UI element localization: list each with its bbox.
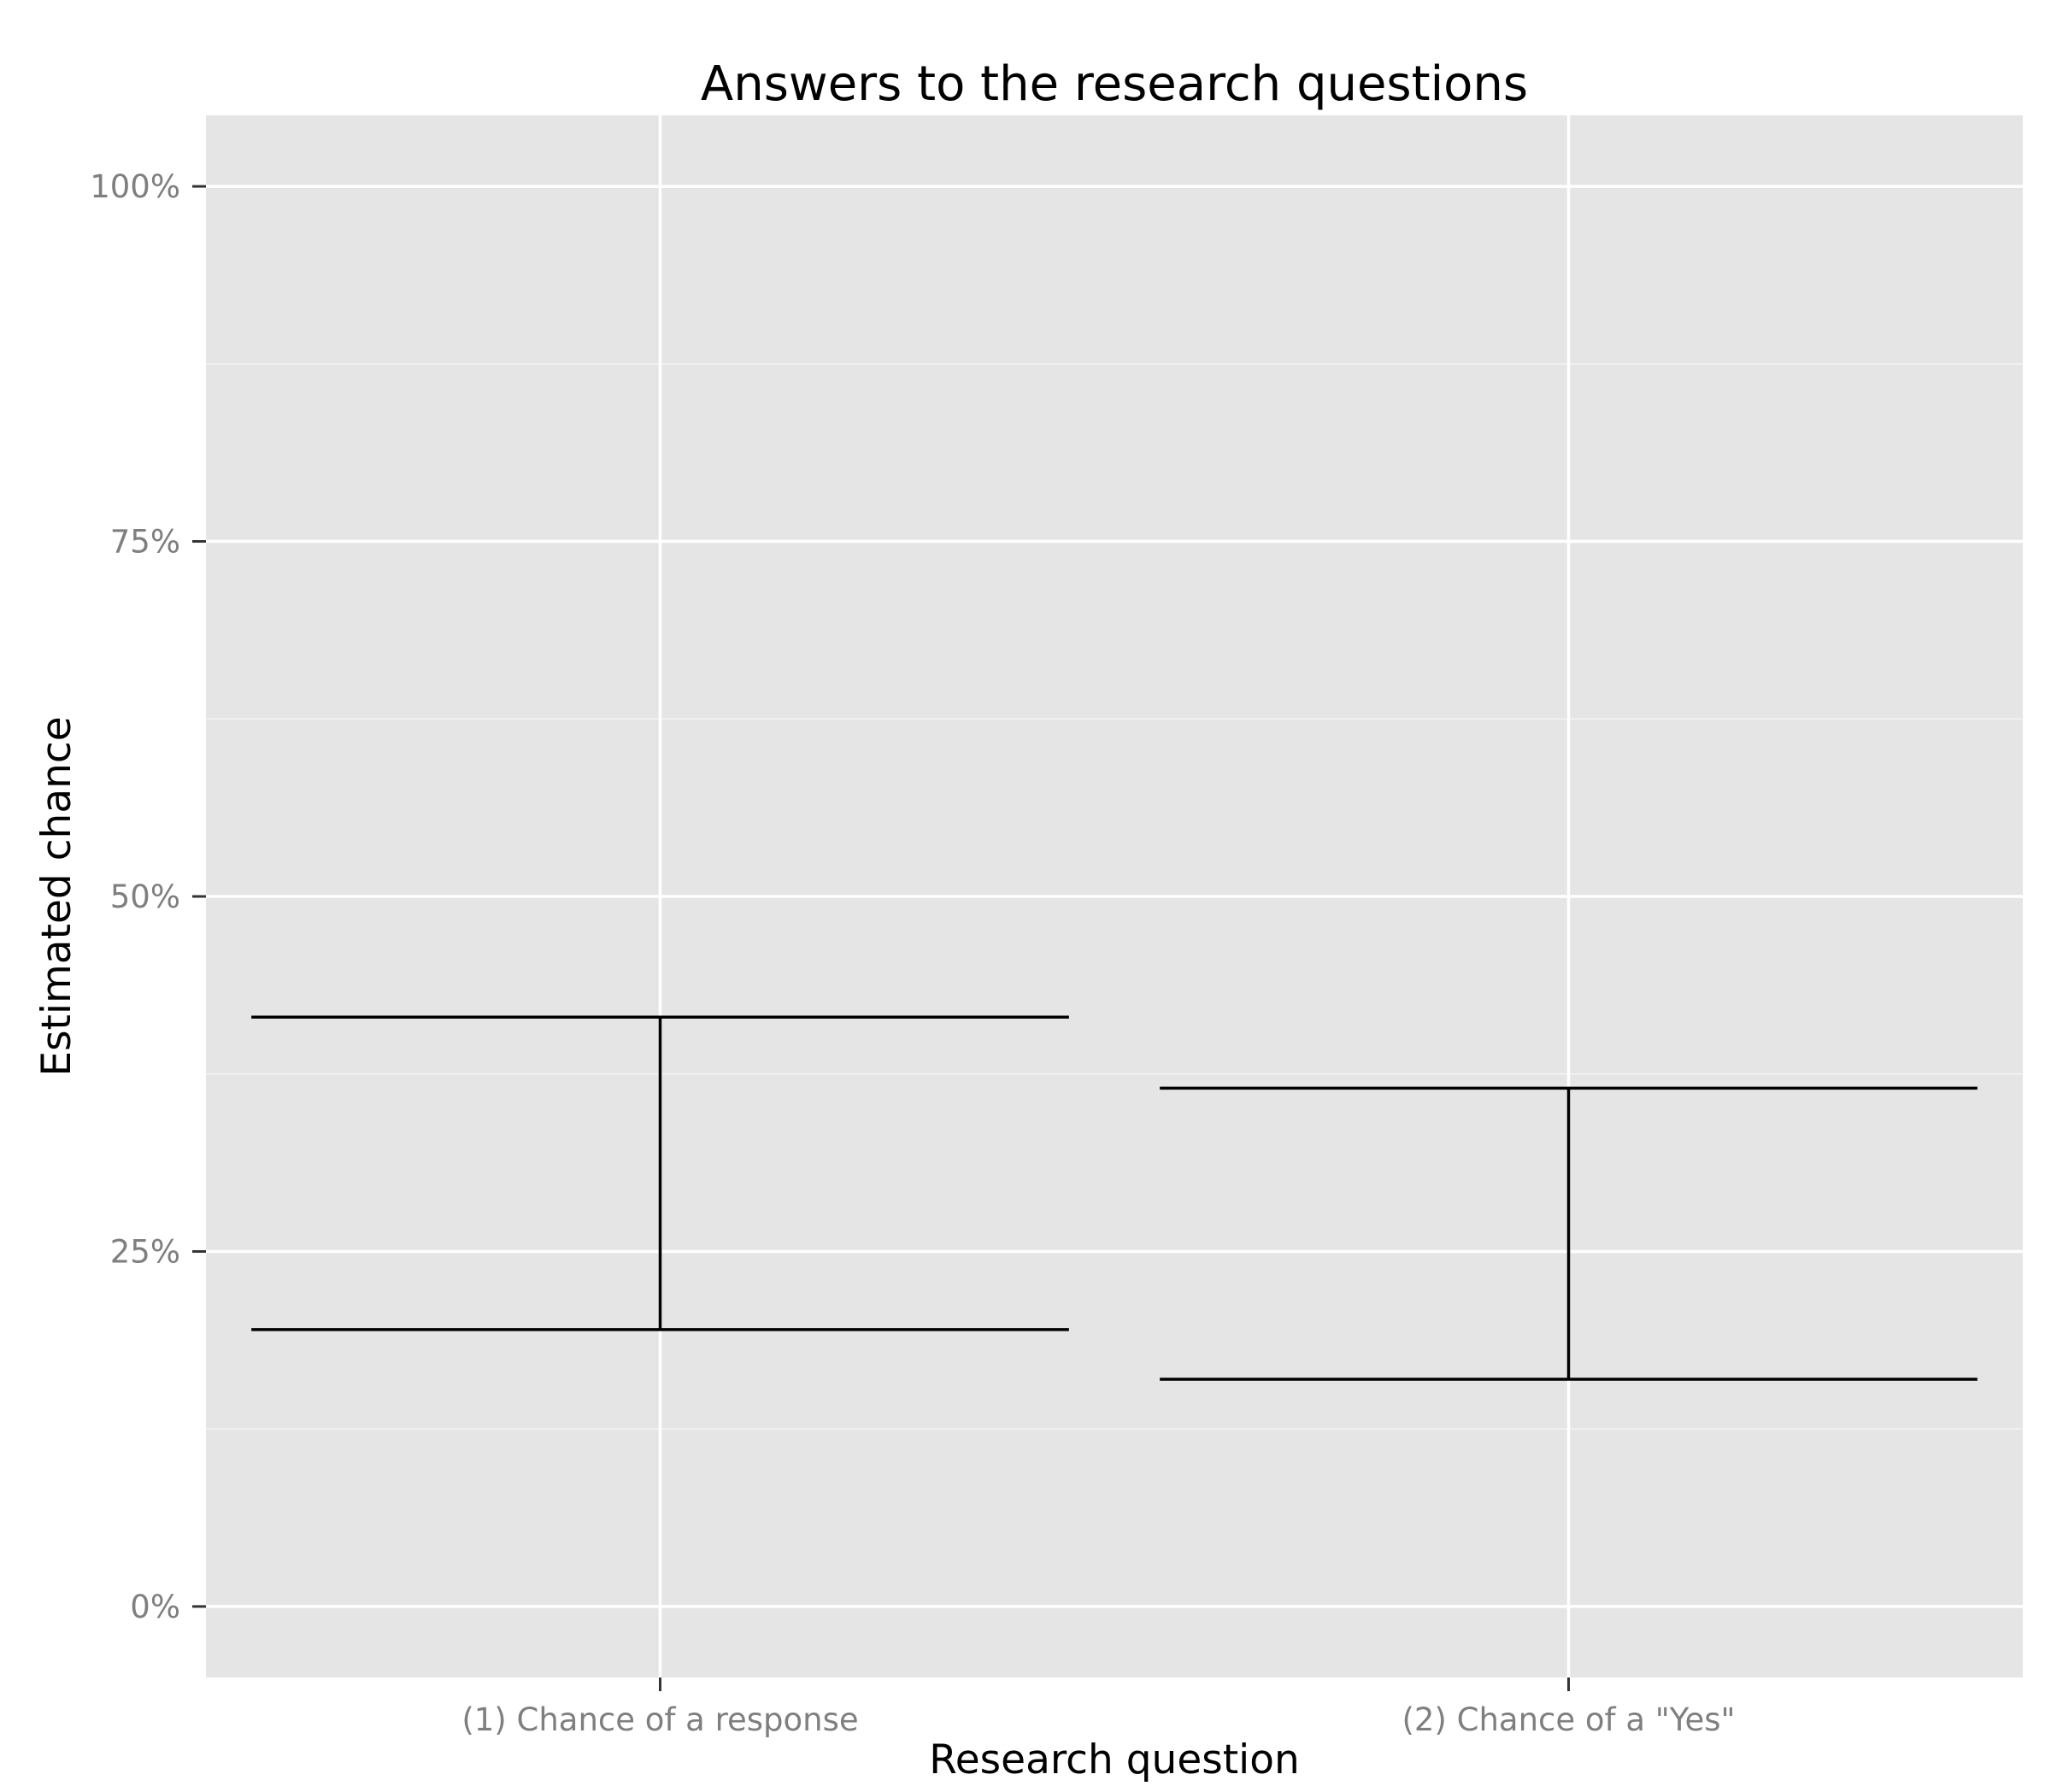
y-tick-label: 50% (110, 878, 180, 915)
y-tick-label: 75% (110, 524, 180, 561)
errorbar-1 (251, 1015, 1069, 1331)
y-tick-label: 0% (130, 1589, 180, 1625)
grid-layer (206, 115, 2023, 1677)
ticks-layer: 0% 25% 50% 75% 100% (1) Chance of a response (… (90, 168, 1735, 1738)
chart-title: Answers to the research questions (701, 56, 1528, 112)
y-tick-label: 25% (110, 1233, 180, 1270)
y-tick-label: 100% (90, 168, 180, 205)
x-axis-title: Research question (929, 1736, 1300, 1783)
marks-layer (251, 1015, 1978, 1381)
y-axis-title: Estimated chance (33, 716, 80, 1076)
x-tick-label: (1) Chance of a response (461, 1701, 858, 1738)
x-tick-label: (2) Chance of a "Yes" (1402, 1701, 1735, 1738)
errorbar-2 (1160, 1086, 1978, 1381)
